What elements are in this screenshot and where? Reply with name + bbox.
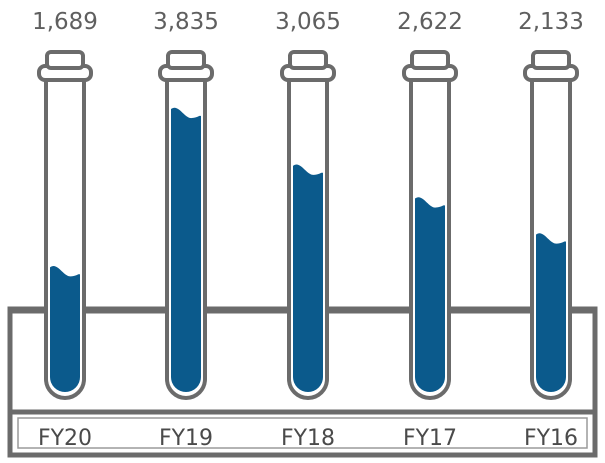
tube-outline [165,78,207,400]
label-box [17,417,588,449]
value-label: 2,622 [397,9,463,35]
value-label: 3,065 [275,9,341,35]
value-label: 1,689 [32,9,98,35]
category-label: FY16 [524,426,578,451]
tube-stopper [288,50,328,70]
tube-fy20 [37,50,93,400]
tube-outline [409,78,451,400]
tube-outline [530,78,572,400]
tubes [37,50,579,400]
tube-stopper [531,50,571,70]
category-labels: FY20 FY19 FY18 FY17 FY16 [38,426,578,451]
value-labels: 1,689 3,835 3,065 2,622 2,133 [32,9,584,35]
tube-stopper [410,50,450,70]
category-label: FY18 [281,426,335,451]
tube-outline [44,78,86,400]
category-label: FY20 [38,426,92,451]
bar [536,233,566,392]
category-label: FY17 [403,426,457,451]
category-label: FY19 [159,426,213,451]
tube-fy16 [523,50,579,400]
bar [50,266,80,392]
tube-fy19 [158,50,214,400]
tube-stopper [166,50,206,70]
value-label: 3,835 [153,9,219,35]
value-label: 2,133 [518,9,584,35]
bar [171,107,201,392]
tube-stopper [45,50,85,70]
bar [293,164,323,392]
tube-fy17 [402,50,458,400]
tube-fy18 [280,50,336,400]
tube-outline [287,78,329,400]
tube-rack-front [10,308,595,449]
bar [415,197,445,392]
